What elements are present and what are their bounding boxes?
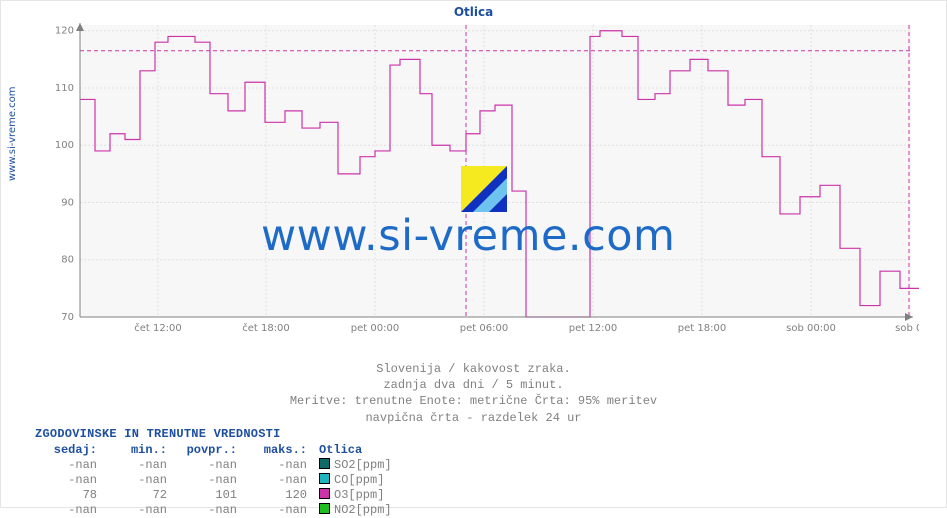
stats-col-header: Otlica bbox=[315, 443, 400, 458]
plot-bg bbox=[80, 25, 911, 317]
legend-label: O3[ppm] bbox=[334, 488, 384, 502]
stats-section: ZGODOVINSKE IN TRENUTNE VREDNOSTI sedaj:… bbox=[35, 427, 400, 518]
legend-label: SO2[ppm] bbox=[334, 458, 392, 472]
ytick-label: 90 bbox=[61, 197, 74, 208]
ytick-label: 70 bbox=[61, 312, 74, 323]
stats-cell: -nan bbox=[175, 458, 245, 473]
stats-col-header: sedaj: bbox=[35, 443, 105, 458]
xtick-label: pet 18:00 bbox=[678, 323, 726, 334]
ytick-label: 100 bbox=[56, 140, 74, 151]
xtick-label: čet 18:00 bbox=[242, 322, 290, 334]
caption-line: zadnja dva dni / 5 minut. bbox=[1, 377, 946, 393]
chart-title: Otlica bbox=[1, 5, 946, 19]
table-row: -nan-nan-nan-nanNO2[ppm] bbox=[35, 503, 400, 518]
legend-swatch bbox=[319, 473, 330, 484]
xtick-label: sob 00:00 bbox=[786, 323, 836, 334]
stats-cell: -nan bbox=[245, 503, 315, 518]
stats-cell: -nan bbox=[105, 473, 175, 488]
stats-col-header: maks.: bbox=[245, 443, 315, 458]
stats-title: ZGODOVINSKE IN TRENUTNE VREDNOSTI bbox=[35, 427, 400, 441]
ytick-label: 80 bbox=[61, 255, 74, 266]
caption-line: Slovenija / kakovost zraka. bbox=[1, 361, 946, 377]
stats-cell: 78 bbox=[35, 488, 105, 503]
legend-cell: O3[ppm] bbox=[315, 488, 400, 503]
stats-cell: 120 bbox=[245, 488, 315, 503]
stats-cell: -nan bbox=[35, 473, 105, 488]
legend-cell: SO2[ppm] bbox=[315, 458, 400, 473]
legend-label: CO[ppm] bbox=[334, 473, 384, 487]
xtick-label: pet 06:00 bbox=[460, 323, 508, 334]
table-row: -nan-nan-nan-nanCO[ppm] bbox=[35, 473, 400, 488]
legend-swatch bbox=[319, 458, 330, 469]
stats-cell: -nan bbox=[35, 458, 105, 473]
xtick-label: pet 12:00 bbox=[569, 323, 617, 334]
chart-svg: 70 80 90 100 110 120 čet 12:00 čet 18:00 pet 00:… bbox=[56, 21, 919, 341]
xtick-label: pet 00:00 bbox=[351, 323, 399, 334]
legend-cell: NO2[ppm] bbox=[315, 503, 400, 518]
stats-col-header: povpr.: bbox=[175, 443, 245, 458]
stats-cell: 101 bbox=[175, 488, 245, 503]
stats-col-header: min.: bbox=[105, 443, 175, 458]
xtick-label: čet 12:00 bbox=[134, 322, 182, 334]
legend-label: NO2[ppm] bbox=[334, 503, 392, 517]
legend-cell: CO[ppm] bbox=[315, 473, 400, 488]
caption-line: navpična črta - razdelek 24 ur bbox=[1, 410, 946, 426]
stats-cell: -nan bbox=[175, 473, 245, 488]
stats-cell: 72 bbox=[105, 488, 175, 503]
y-axis-side-label: www.si-vreme.com bbox=[7, 86, 18, 181]
chart-area: 70 80 90 100 110 120 čet 12:00 čet 18:00 pet 00:… bbox=[56, 21, 919, 341]
table-row: 7872101120 O3[ppm] bbox=[35, 488, 400, 503]
stats-table: sedaj:min.:povpr.:maks.:Otlica -nan-nan-… bbox=[35, 443, 400, 518]
chart-caption: Slovenija / kakovost zraka. zadnja dva d… bbox=[1, 361, 946, 426]
stats-cell: -nan bbox=[245, 473, 315, 488]
table-row: -nan-nan-nan-nanSO2[ppm] bbox=[35, 458, 400, 473]
stats-cell: -nan bbox=[105, 458, 175, 473]
ytick-label: 120 bbox=[56, 26, 74, 37]
ytick-label: 110 bbox=[56, 83, 74, 94]
legend-swatch bbox=[319, 503, 330, 514]
stats-cell: -nan bbox=[105, 503, 175, 518]
legend-swatch bbox=[319, 488, 330, 499]
caption-line: Meritve: trenutne Enote: metrične Črta: … bbox=[1, 393, 946, 409]
xtick-label: sob 06:00 bbox=[895, 323, 919, 334]
stats-cell: -nan bbox=[35, 503, 105, 518]
stats-cell: -nan bbox=[175, 503, 245, 518]
stats-cell: -nan bbox=[245, 458, 315, 473]
